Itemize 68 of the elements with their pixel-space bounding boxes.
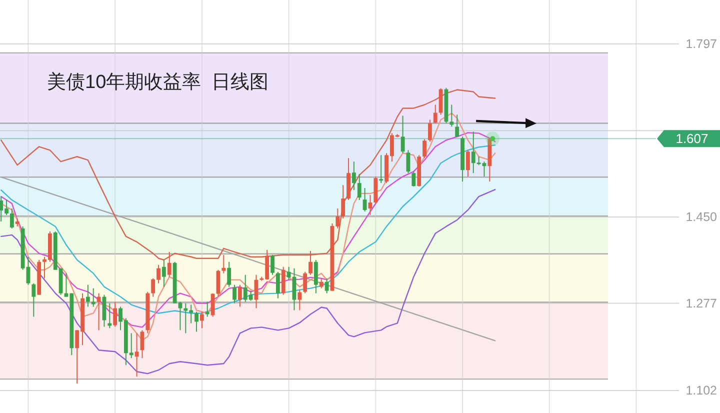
candlestick [222,254,226,274]
candlestick [227,261,232,288]
ref-line-label: 1.607 [676,131,708,146]
y-tick-label: 1.450 [686,210,718,224]
candlestick [308,250,312,276]
candlestick [412,171,416,188]
candlestick [336,208,340,229]
candlestick [471,131,476,174]
candlestick [422,138,426,159]
candlestick [140,330,144,359]
candlestick [10,208,14,229]
text: 美债10年期收益率 日线图 [47,71,269,93]
candlestick [200,311,204,329]
candlestick [113,301,118,328]
candlestick [303,271,308,294]
candlestick [91,288,96,308]
candlestick [189,304,194,324]
candlestick [341,184,346,219]
candlestick [357,174,362,201]
candlestick [406,150,410,174]
candlestick [0,196,4,222]
candlestick [390,132,394,162]
candlestick [379,154,384,184]
candlestick [248,290,253,302]
candlestick [254,274,258,309]
candlestick [26,256,30,286]
candlestick [400,115,405,154]
candlestick [276,271,280,299]
y-tick-label: 1.277 [686,296,718,310]
y-tick-label: 1.102 [686,384,718,398]
candlestick [362,188,367,212]
candlestick [243,274,248,302]
candlestick [178,301,182,331]
candlestick [238,284,242,308]
candlestick [292,268,296,311]
candlestick [129,332,134,359]
candlestick [134,332,139,378]
candlestick [319,278,324,289]
candlestick [281,266,286,296]
candlestick [232,284,236,304]
candlestick [42,256,46,279]
candlestick [194,311,198,332]
candlestick [75,330,80,384]
candlestick [466,150,470,178]
candlestick [433,104,438,124]
candlestick [428,119,432,142]
candlestick [352,161,356,191]
candlestick [156,264,160,284]
candlestick [324,278,329,294]
candlestick [167,251,172,278]
candlestick [96,292,101,331]
candlestick [270,254,274,276]
y-tick-label: 1.797 [686,36,718,51]
candlestick [162,259,166,288]
candlestick [205,301,210,318]
candlestick [314,259,318,294]
candlestick [32,282,36,318]
candlestick [455,114,460,138]
candlestick [450,104,454,128]
candlestick [286,266,291,280]
candlestick [298,289,302,311]
candlestick [151,278,156,298]
candlestick [108,302,112,329]
candlestick [86,284,90,308]
candlestick [265,249,270,280]
candlestick [216,269,220,298]
candlestick [4,200,8,216]
candlestick [118,306,122,331]
